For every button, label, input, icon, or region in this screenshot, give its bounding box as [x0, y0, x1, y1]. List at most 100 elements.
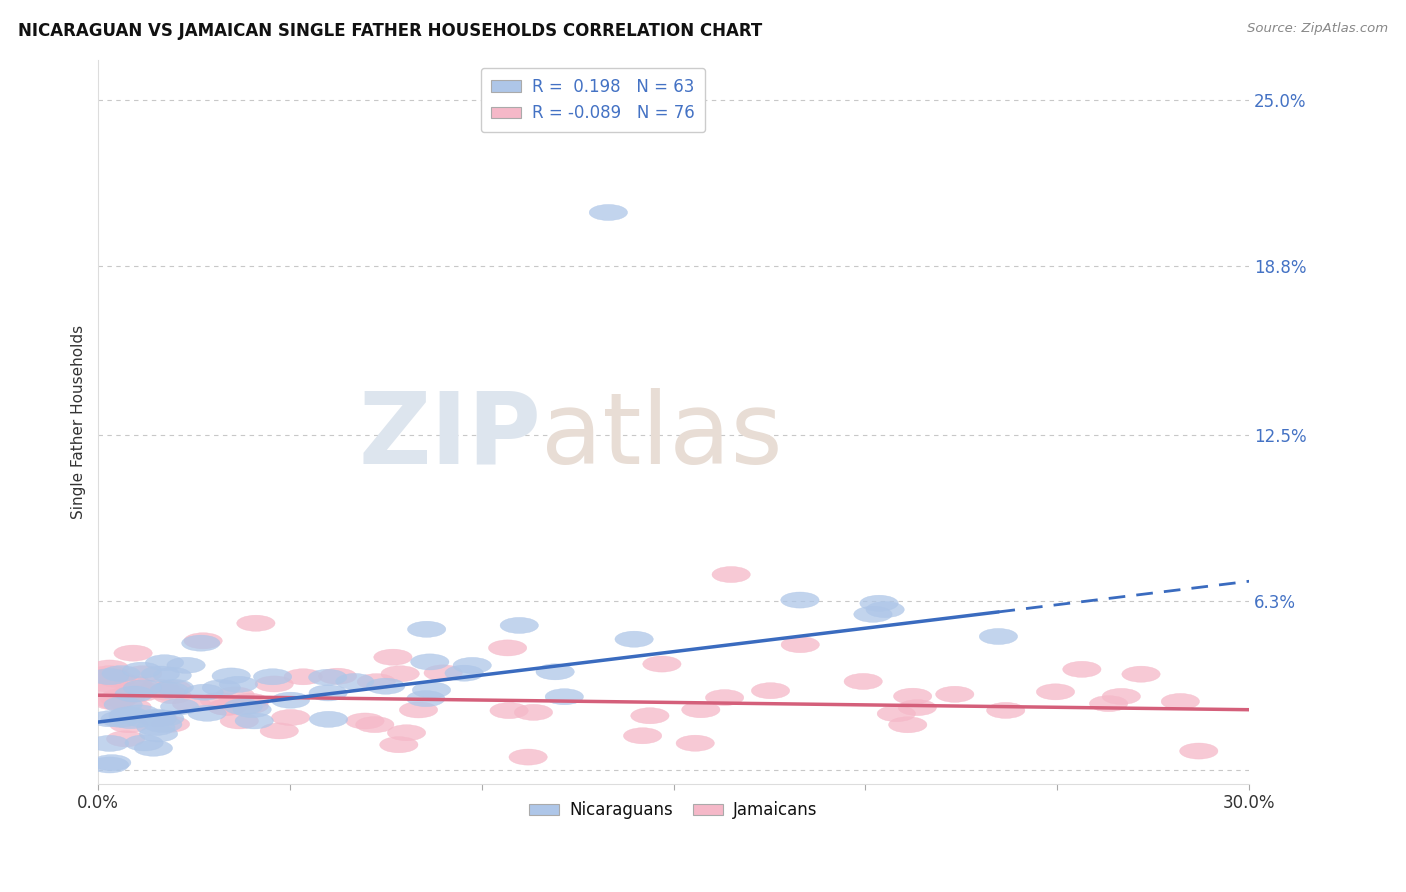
Ellipse shape — [202, 680, 240, 696]
Ellipse shape — [90, 711, 129, 727]
Y-axis label: Single Father Households: Single Father Households — [72, 325, 86, 519]
Ellipse shape — [125, 735, 163, 751]
Ellipse shape — [200, 692, 239, 708]
Ellipse shape — [308, 669, 347, 685]
Ellipse shape — [346, 713, 384, 729]
Ellipse shape — [153, 688, 191, 704]
Ellipse shape — [110, 706, 148, 723]
Ellipse shape — [167, 657, 205, 673]
Ellipse shape — [145, 655, 184, 671]
Ellipse shape — [898, 699, 936, 715]
Ellipse shape — [780, 592, 820, 608]
Ellipse shape — [489, 703, 529, 719]
Ellipse shape — [90, 660, 129, 676]
Ellipse shape — [411, 654, 449, 670]
Ellipse shape — [643, 656, 681, 672]
Ellipse shape — [208, 699, 246, 715]
Ellipse shape — [100, 691, 139, 707]
Ellipse shape — [979, 629, 1018, 645]
Ellipse shape — [623, 728, 662, 744]
Ellipse shape — [90, 676, 129, 692]
Ellipse shape — [877, 706, 915, 722]
Ellipse shape — [107, 731, 145, 747]
Ellipse shape — [1063, 661, 1101, 677]
Ellipse shape — [221, 713, 259, 729]
Ellipse shape — [114, 645, 152, 661]
Ellipse shape — [173, 696, 211, 712]
Ellipse shape — [108, 707, 148, 723]
Ellipse shape — [90, 757, 129, 773]
Text: ZIP: ZIP — [359, 388, 541, 484]
Ellipse shape — [367, 678, 405, 694]
Ellipse shape — [453, 657, 492, 673]
Ellipse shape — [1102, 689, 1140, 705]
Ellipse shape — [122, 685, 160, 701]
Ellipse shape — [224, 698, 263, 714]
Ellipse shape — [631, 707, 669, 723]
Ellipse shape — [260, 723, 298, 739]
Ellipse shape — [844, 673, 883, 690]
Ellipse shape — [217, 687, 254, 703]
Ellipse shape — [614, 632, 654, 648]
Ellipse shape — [153, 680, 191, 696]
Ellipse shape — [309, 685, 347, 701]
Ellipse shape — [380, 737, 418, 753]
Ellipse shape — [153, 667, 191, 683]
Ellipse shape — [141, 680, 179, 696]
Ellipse shape — [90, 665, 129, 681]
Ellipse shape — [184, 632, 222, 648]
Ellipse shape — [236, 615, 276, 632]
Ellipse shape — [111, 713, 150, 729]
Ellipse shape — [136, 709, 174, 725]
Ellipse shape — [751, 682, 790, 698]
Ellipse shape — [134, 740, 173, 756]
Ellipse shape — [94, 694, 132, 710]
Ellipse shape — [318, 668, 357, 684]
Ellipse shape — [143, 716, 181, 732]
Ellipse shape — [889, 716, 927, 733]
Ellipse shape — [208, 699, 246, 715]
Ellipse shape — [122, 662, 160, 678]
Ellipse shape — [444, 665, 484, 681]
Ellipse shape — [90, 680, 129, 696]
Ellipse shape — [152, 716, 190, 732]
Ellipse shape — [101, 689, 141, 705]
Ellipse shape — [987, 702, 1025, 718]
Ellipse shape — [90, 669, 129, 685]
Ellipse shape — [425, 665, 463, 681]
Ellipse shape — [150, 682, 188, 698]
Ellipse shape — [253, 669, 292, 685]
Ellipse shape — [138, 710, 176, 726]
Ellipse shape — [853, 607, 893, 623]
Ellipse shape — [860, 595, 898, 611]
Ellipse shape — [488, 640, 527, 656]
Ellipse shape — [136, 720, 176, 736]
Ellipse shape — [676, 735, 714, 751]
Ellipse shape — [124, 711, 162, 727]
Ellipse shape — [271, 692, 309, 708]
Ellipse shape — [148, 684, 186, 700]
Ellipse shape — [406, 690, 446, 706]
Ellipse shape — [1122, 666, 1160, 682]
Ellipse shape — [141, 666, 180, 682]
Ellipse shape — [121, 705, 159, 721]
Ellipse shape — [387, 724, 426, 741]
Ellipse shape — [233, 701, 271, 718]
Ellipse shape — [935, 686, 974, 702]
Ellipse shape — [212, 668, 250, 684]
Ellipse shape — [108, 687, 146, 703]
Ellipse shape — [509, 749, 547, 765]
Ellipse shape — [711, 566, 751, 582]
Ellipse shape — [381, 665, 419, 681]
Legend: Nicaraguans, Jamaicans: Nicaraguans, Jamaicans — [523, 795, 824, 826]
Ellipse shape — [271, 709, 309, 725]
Ellipse shape — [219, 676, 257, 692]
Ellipse shape — [866, 601, 904, 617]
Ellipse shape — [706, 690, 744, 706]
Ellipse shape — [101, 711, 139, 727]
Ellipse shape — [139, 726, 177, 742]
Ellipse shape — [155, 680, 194, 696]
Ellipse shape — [186, 684, 224, 700]
Ellipse shape — [97, 693, 135, 709]
Ellipse shape — [284, 669, 322, 685]
